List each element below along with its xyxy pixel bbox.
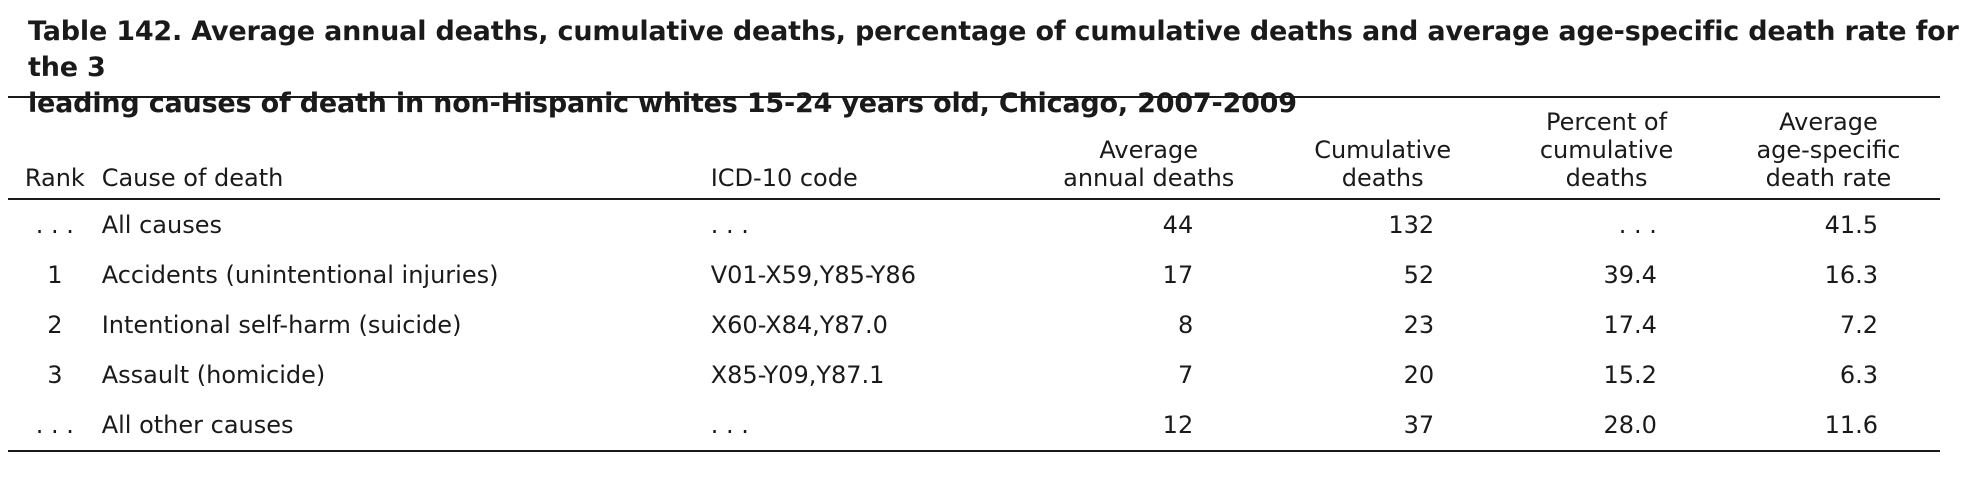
cell-percent-cumulative: 28.0 <box>1603 411 1657 439</box>
document: Table 142. Average annual deaths, cumula… <box>20 14 1960 122</box>
header-icd: ICD-10 code <box>710 164 858 192</box>
cell-cumulative-deaths: 23 <box>1403 311 1435 339</box>
cell-cumulative-deaths: 52 <box>1403 261 1435 289</box>
cell-rank: 3 <box>47 361 63 389</box>
cell-average-annual-deaths: 8 <box>1177 311 1194 339</box>
cell-cause: Intentional self-harm (suicide) <box>101 311 462 339</box>
table-title: Table 142. Average annual deaths, cumula… <box>28 16 1959 119</box>
data-table: Rank Cause of death ICD-10 code Average … <box>8 96 1940 452</box>
cell-rank: . . . <box>35 211 74 239</box>
cell-cumulative-deaths: 37 <box>1403 411 1435 439</box>
cell-percent-cumulative: . . . <box>1618 211 1657 239</box>
cell-percent-cumulative: 39.4 <box>1603 261 1657 289</box>
cell-death-rate: 11.6 <box>1824 411 1878 439</box>
cell-cause: Assault (homicide) <box>101 361 326 389</box>
table-row: 3 Assault (homicide) X85-Y09,Y87.1 7 20 … <box>8 350 1940 400</box>
cell-cause: Accidents (unintentional injuries) <box>101 261 499 289</box>
cell-death-rate: 6.3 <box>1839 361 1878 389</box>
cell-icd: X85-Y09,Y87.1 <box>710 361 885 389</box>
cell-cause: All causes <box>101 211 222 239</box>
cell-death-rate: 7.2 <box>1839 311 1878 339</box>
cell-death-rate: 41.5 <box>1824 211 1878 239</box>
cell-percent-cumulative: 15.2 <box>1603 361 1657 389</box>
cell-cause: All other causes <box>101 411 294 439</box>
header-rank: Rank <box>24 164 85 192</box>
cell-death-rate: 16.3 <box>1824 261 1878 289</box>
cell-cumulative-deaths: 132 <box>1388 211 1435 239</box>
header-cause: Cause of death <box>101 164 284 192</box>
table-row: . . . All other causes . . . 12 37 28.0 … <box>8 400 1940 451</box>
table-row: . . . All causes . . . 44 132 . . . 41.5 <box>8 199 1940 250</box>
header-cumulative-deaths: Cumulative deaths <box>1314 136 1452 192</box>
header-death-rate: Average age-specific death rate <box>1756 108 1901 192</box>
cell-average-annual-deaths: 12 <box>1162 411 1194 439</box>
cell-percent-cumulative: 17.4 <box>1603 311 1657 339</box>
cell-rank: 2 <box>47 311 63 339</box>
table-row: 2 Intentional self-harm (suicide) X60-X8… <box>8 300 1940 350</box>
cell-cumulative-deaths: 20 <box>1403 361 1435 389</box>
table-body: . . . All causes . . . 44 132 . . . 41.5… <box>8 199 1940 451</box>
cell-rank: . . . <box>35 411 74 439</box>
cell-average-annual-deaths: 44 <box>1162 211 1194 239</box>
table-header: Rank Cause of death ICD-10 code Average … <box>8 97 1940 199</box>
cell-average-annual-deaths: 7 <box>1177 361 1194 389</box>
cell-average-annual-deaths: 17 <box>1162 261 1194 289</box>
header-average-annual-deaths: Average annual deaths <box>1063 136 1235 192</box>
table-row: 1 Accidents (unintentional injuries) V01… <box>8 250 1940 300</box>
cell-icd: . . . <box>710 211 749 239</box>
cell-icd: X60-X84,Y87.0 <box>710 311 888 339</box>
cell-icd: . . . <box>710 411 749 439</box>
header-row: Rank Cause of death ICD-10 code Average … <box>8 97 1940 199</box>
header-percent-cumulative: Percent of cumulative deaths <box>1539 108 1674 192</box>
cell-icd: V01-X59,Y85-Y86 <box>710 261 916 289</box>
cell-rank: 1 <box>47 261 63 289</box>
